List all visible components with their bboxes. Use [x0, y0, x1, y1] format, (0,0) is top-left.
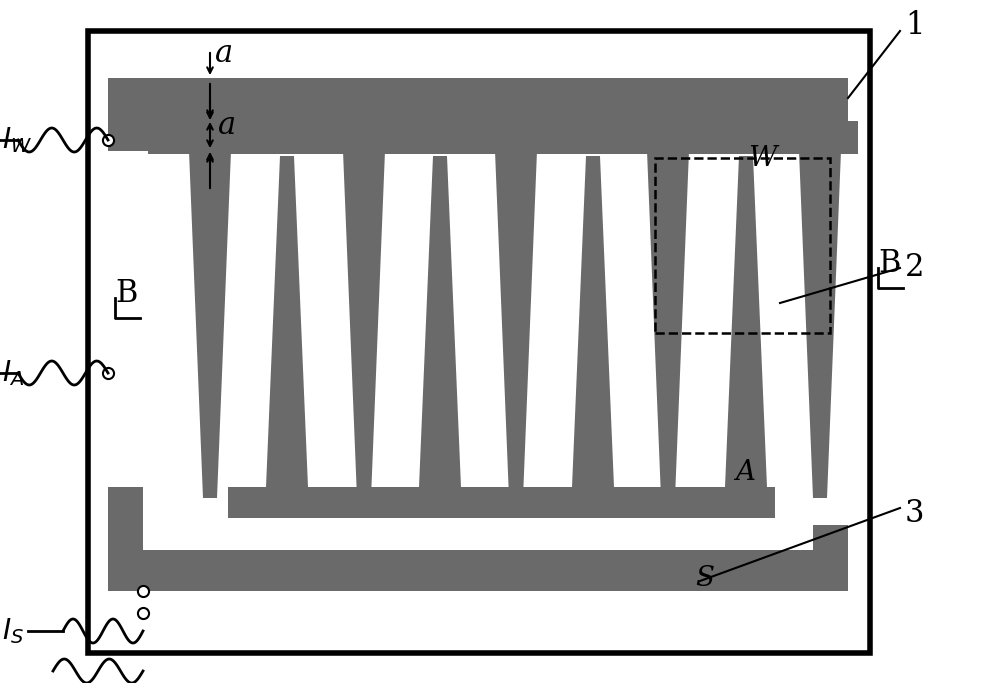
Text: $I_A$: $I_A$ — [2, 358, 24, 388]
Bar — [108, 78, 848, 121]
Bar — [108, 550, 848, 591]
Bar — [655, 158, 830, 333]
Polygon shape — [725, 156, 767, 487]
Bar — [148, 121, 818, 151]
Bar — [813, 121, 848, 151]
Bar — [143, 550, 813, 553]
Text: 3: 3 — [905, 497, 924, 529]
Text: A: A — [735, 460, 755, 486]
Text: 2: 2 — [905, 253, 924, 283]
Bar — [148, 121, 858, 154]
Bar — [108, 487, 143, 553]
Polygon shape — [419, 156, 461, 487]
Bar — [88, 31, 870, 653]
Polygon shape — [189, 151, 231, 498]
Bar — [818, 121, 858, 151]
Polygon shape — [266, 156, 308, 487]
Text: $I_S$: $I_S$ — [2, 616, 24, 646]
Bar — [108, 78, 848, 121]
Text: S: S — [695, 565, 714, 591]
Text: 1: 1 — [905, 10, 924, 40]
Text: a: a — [218, 111, 236, 141]
Bar — [108, 525, 143, 550]
Polygon shape — [495, 151, 537, 498]
Polygon shape — [799, 151, 841, 498]
Text: B: B — [115, 277, 137, 309]
Text: W: W — [748, 145, 776, 171]
Polygon shape — [572, 156, 614, 487]
Bar — [108, 121, 148, 151]
Bar — [108, 121, 143, 151]
Bar — [813, 525, 848, 550]
Polygon shape — [343, 151, 385, 498]
Bar — [228, 487, 775, 518]
Text: a: a — [215, 38, 233, 68]
Text: $I_W$: $I_W$ — [2, 125, 32, 155]
Text: B: B — [878, 247, 900, 279]
Polygon shape — [647, 151, 689, 498]
